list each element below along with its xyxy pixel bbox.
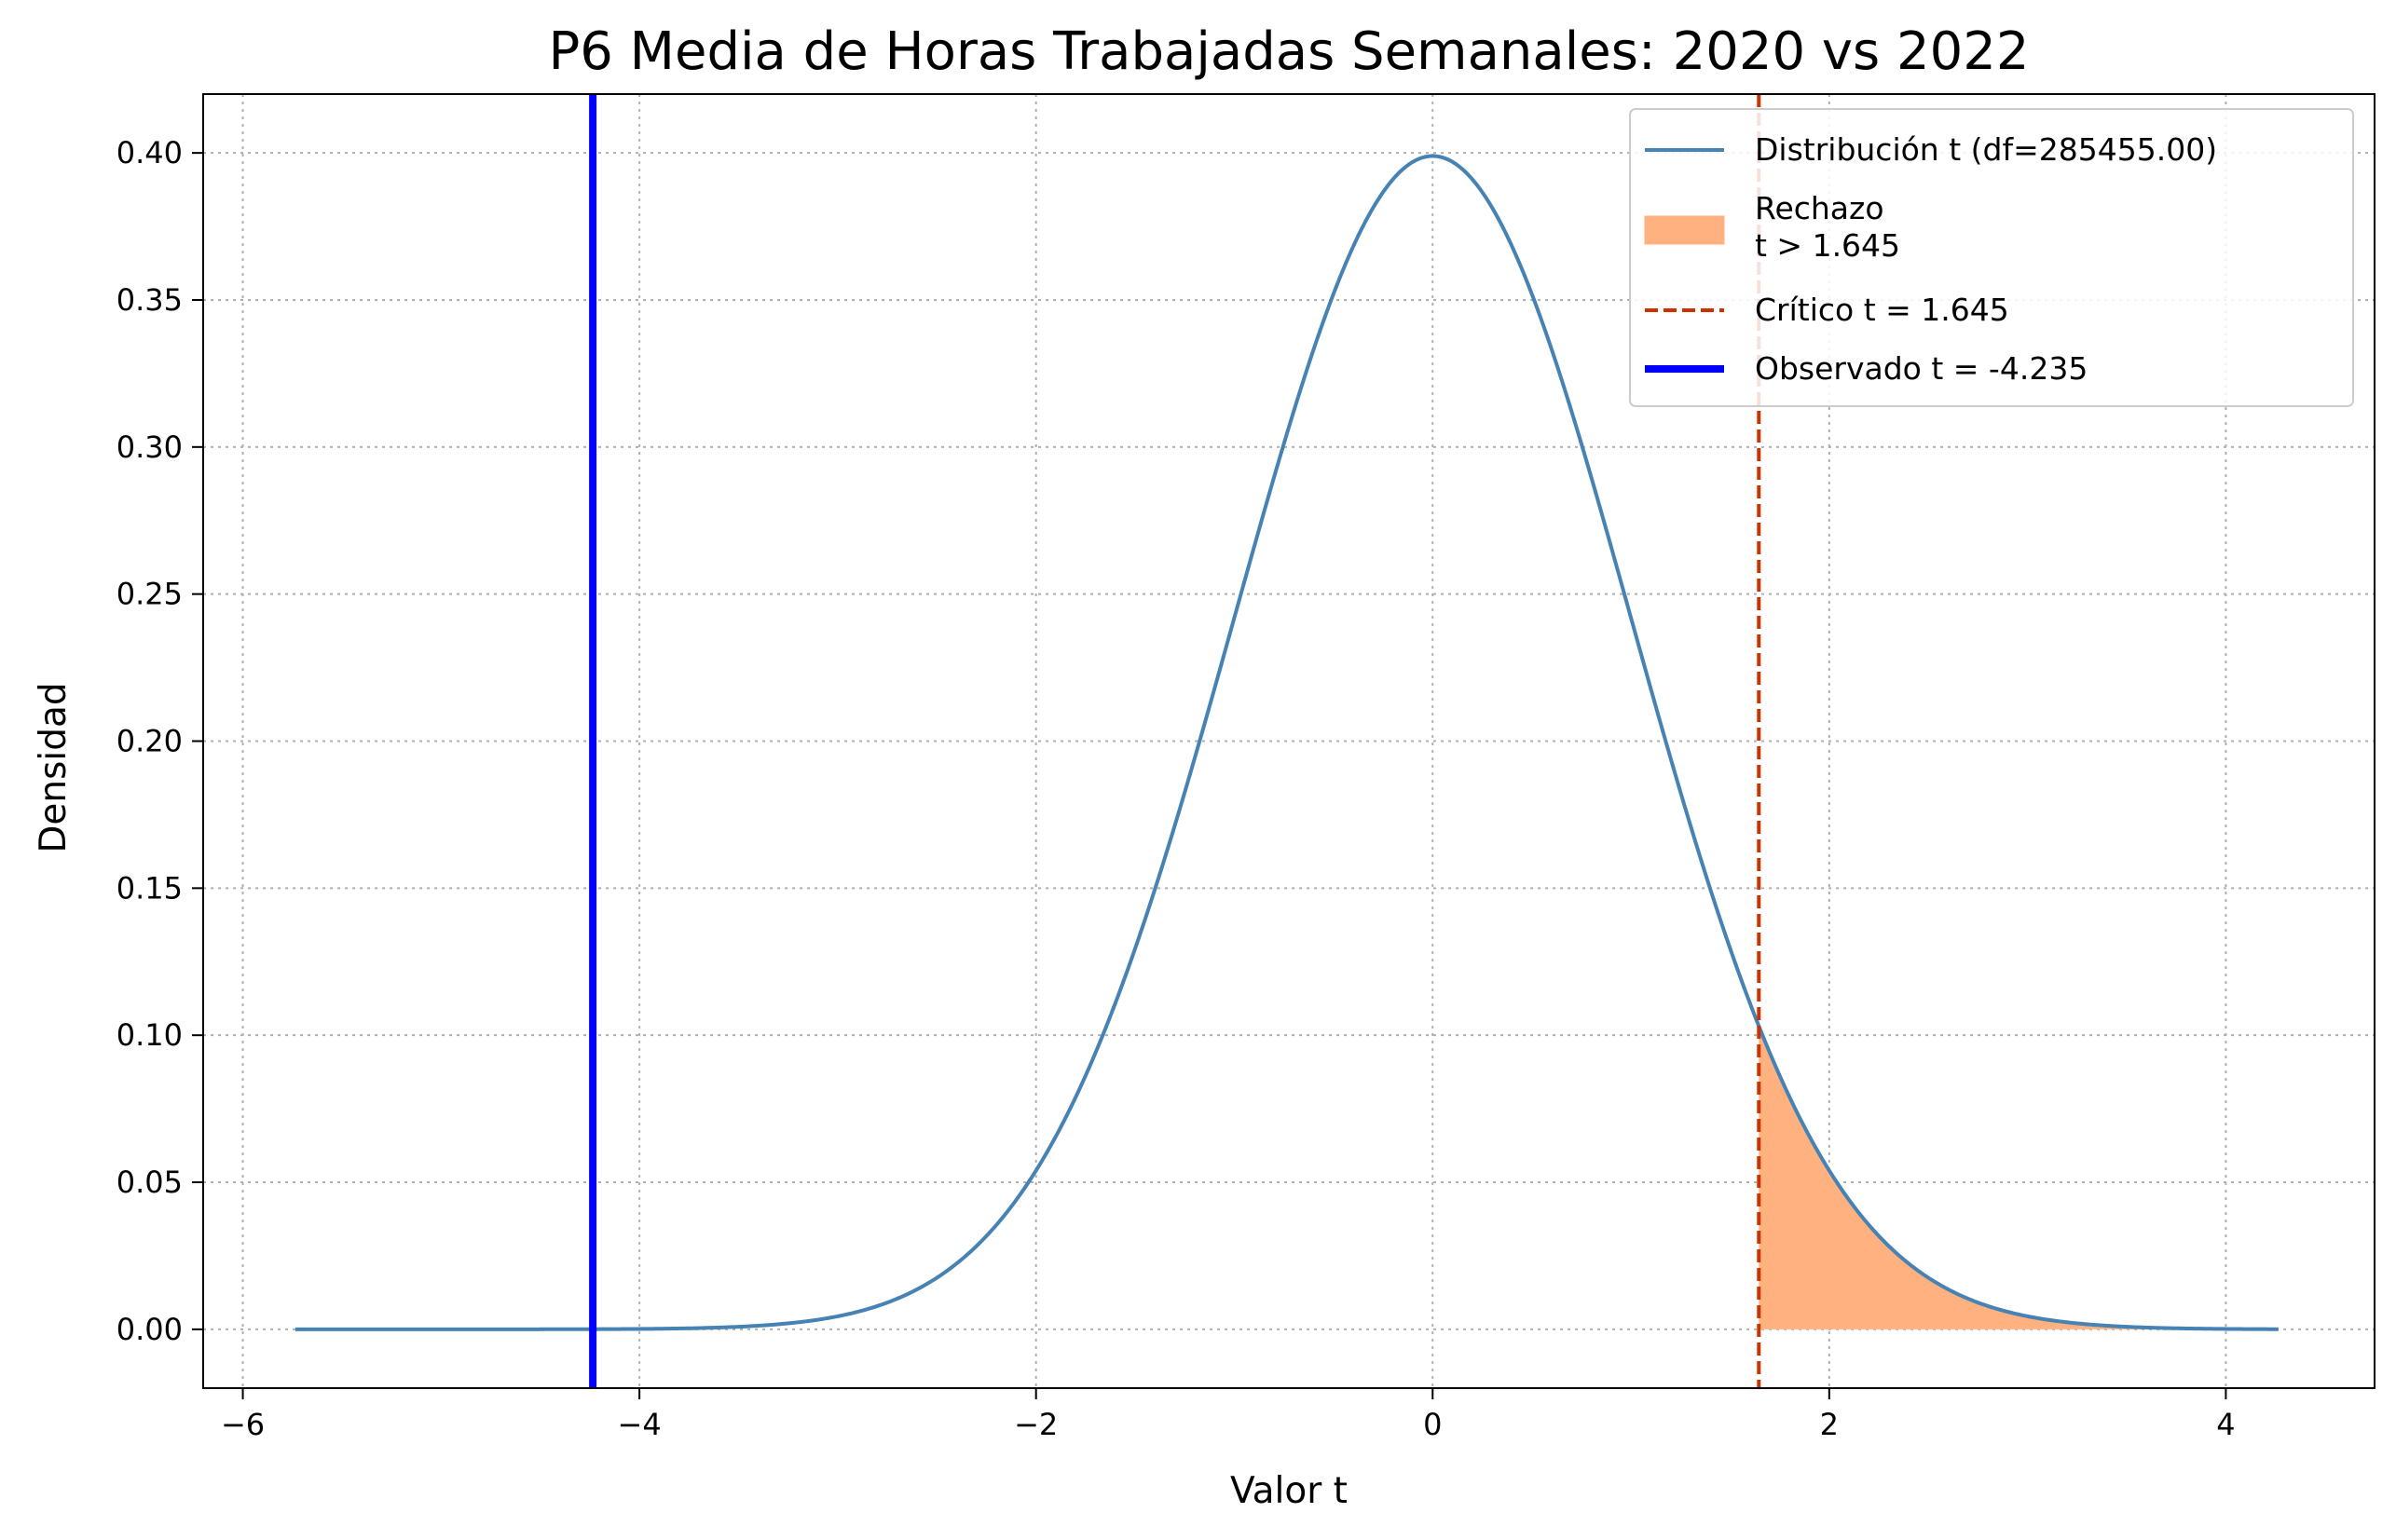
y-tick-label-5: 0.25 (116, 577, 183, 612)
legend-observed-label: Observado t = -4.235 (1755, 350, 2088, 387)
legend-rejection-handle (1644, 215, 1725, 245)
axis-ticks: −6 −4 −2 0 2 4 0.00 0.05 0.10 0.15 0.20 0.25 0.30 0.3… (116, 135, 2236, 1442)
y-tick-label-6: 0.30 (116, 429, 183, 465)
distribution-curve (294, 154, 2279, 1331)
x-tick-label-4: 2 (1820, 1407, 1839, 1442)
y-tick-label-4: 0.20 (116, 724, 183, 759)
y-tick-label-8: 0.40 (116, 135, 183, 170)
y-tick-label-2: 0.10 (116, 1017, 183, 1053)
legend-critical-label: Crítico t = 1.645 (1755, 292, 2009, 328)
legend-box (1629, 108, 2354, 407)
x-tick-label-1: −4 (618, 1407, 662, 1442)
x-tick-label-0: −6 (221, 1407, 265, 1442)
x-tick-label-5: 4 (2216, 1407, 2235, 1442)
x-tick-label-3: 0 (1423, 1407, 1442, 1442)
rejection-region (1759, 1026, 2279, 1329)
legend-distribution-label: Distribución t (df=285455.00) (1755, 131, 2217, 168)
legend-rejection-label: Rechazo t > 1.645 (1755, 190, 1900, 264)
y-tick-label-7: 0.35 (116, 282, 183, 318)
x-tick-label-2: −2 (1014, 1407, 1058, 1442)
y-tick-label-0: 0.00 (116, 1312, 183, 1347)
x-axis-label: Valor t (1230, 1470, 1348, 1512)
legend: Distribución t (df=285455.00) Rechazo t > … (1629, 108, 2354, 407)
y-tick-label-1: 0.05 (116, 1165, 183, 1200)
chart-title: P6 Media de Horas Trabajadas Semanales: … (548, 21, 2029, 82)
y-tick-label-3: 0.15 (116, 870, 183, 906)
y-axis-label: Densidad (33, 682, 75, 852)
